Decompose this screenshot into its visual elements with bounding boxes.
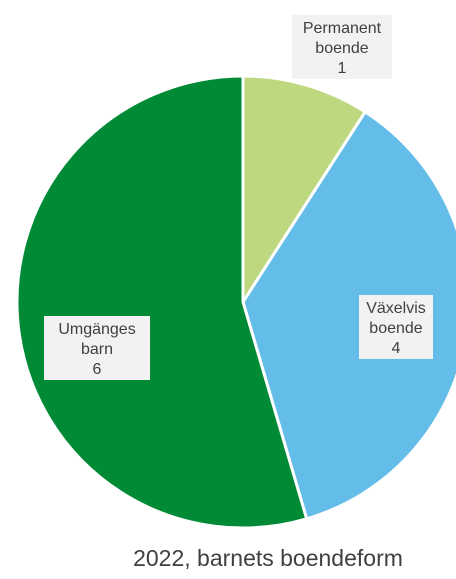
pie-slice-1 [241,74,368,308]
slice-category-label: Växelvis [366,300,426,317]
slice-label-box [359,295,433,359]
slice-category-label: Umgänges [58,321,135,338]
slice-label-1: Permanent boende 1 [292,15,392,79]
pie-slice-3 [15,74,309,530]
slice-label-box [44,316,150,380]
pie-labels: Permanent boende 1 Växelvis boende 4 Umgänges b… [44,15,433,380]
chart-title: 2022, barnets boendeform [133,545,403,571]
slice-label-box [292,15,392,79]
slice-value-label: 4 [392,340,401,357]
pie-slice-2 [241,109,456,521]
slice-value-label: 1 [338,60,347,77]
slice-value-label: 6 [93,361,102,378]
slice-category-label: boende [315,40,368,57]
pie-chart: Permanent boende 1 Växelvis boende 4 Umgänges b… [15,15,456,530]
slice-label-3: Umgänges barn 6 [44,316,150,380]
slice-category-label: barn [81,341,113,358]
pie-slices [15,74,456,530]
slice-label-2: Växelvis boende 4 [359,295,433,359]
slice-category-label: boende [369,320,422,337]
slice-category-label: Permanent [303,20,382,37]
